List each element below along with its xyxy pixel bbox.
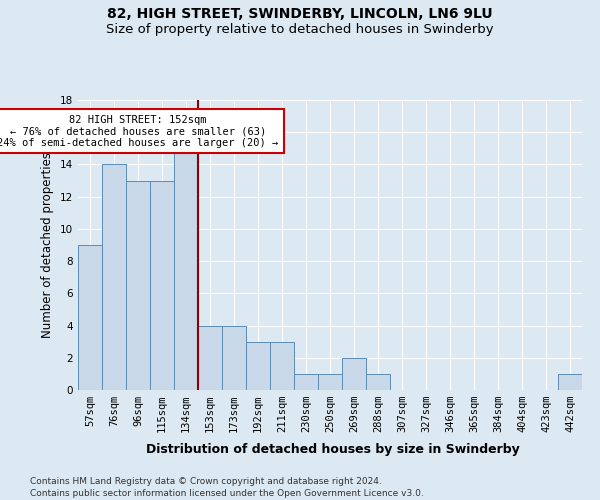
Bar — [174, 148, 198, 390]
Bar — [126, 180, 150, 390]
Text: Contains HM Land Registry data © Crown copyright and database right 2024.: Contains HM Land Registry data © Crown c… — [30, 478, 382, 486]
Bar — [558, 374, 582, 390]
Text: Distribution of detached houses by size in Swinderby: Distribution of detached houses by size … — [146, 442, 520, 456]
Bar — [78, 245, 102, 390]
Bar — [222, 326, 246, 390]
Text: 82 HIGH STREET: 152sqm
← 76% of detached houses are smaller (63)
24% of semi-det: 82 HIGH STREET: 152sqm ← 76% of detached… — [0, 114, 278, 148]
Bar — [198, 326, 222, 390]
Bar — [270, 342, 294, 390]
Bar — [366, 374, 390, 390]
Bar — [102, 164, 126, 390]
Bar — [246, 342, 270, 390]
Bar — [342, 358, 366, 390]
Text: Contains public sector information licensed under the Open Government Licence v3: Contains public sector information licen… — [30, 489, 424, 498]
Text: 82, HIGH STREET, SWINDERBY, LINCOLN, LN6 9LU: 82, HIGH STREET, SWINDERBY, LINCOLN, LN6… — [107, 8, 493, 22]
Bar — [318, 374, 342, 390]
Bar — [150, 180, 174, 390]
Text: Size of property relative to detached houses in Swinderby: Size of property relative to detached ho… — [106, 22, 494, 36]
Bar — [294, 374, 318, 390]
Y-axis label: Number of detached properties: Number of detached properties — [41, 152, 55, 338]
